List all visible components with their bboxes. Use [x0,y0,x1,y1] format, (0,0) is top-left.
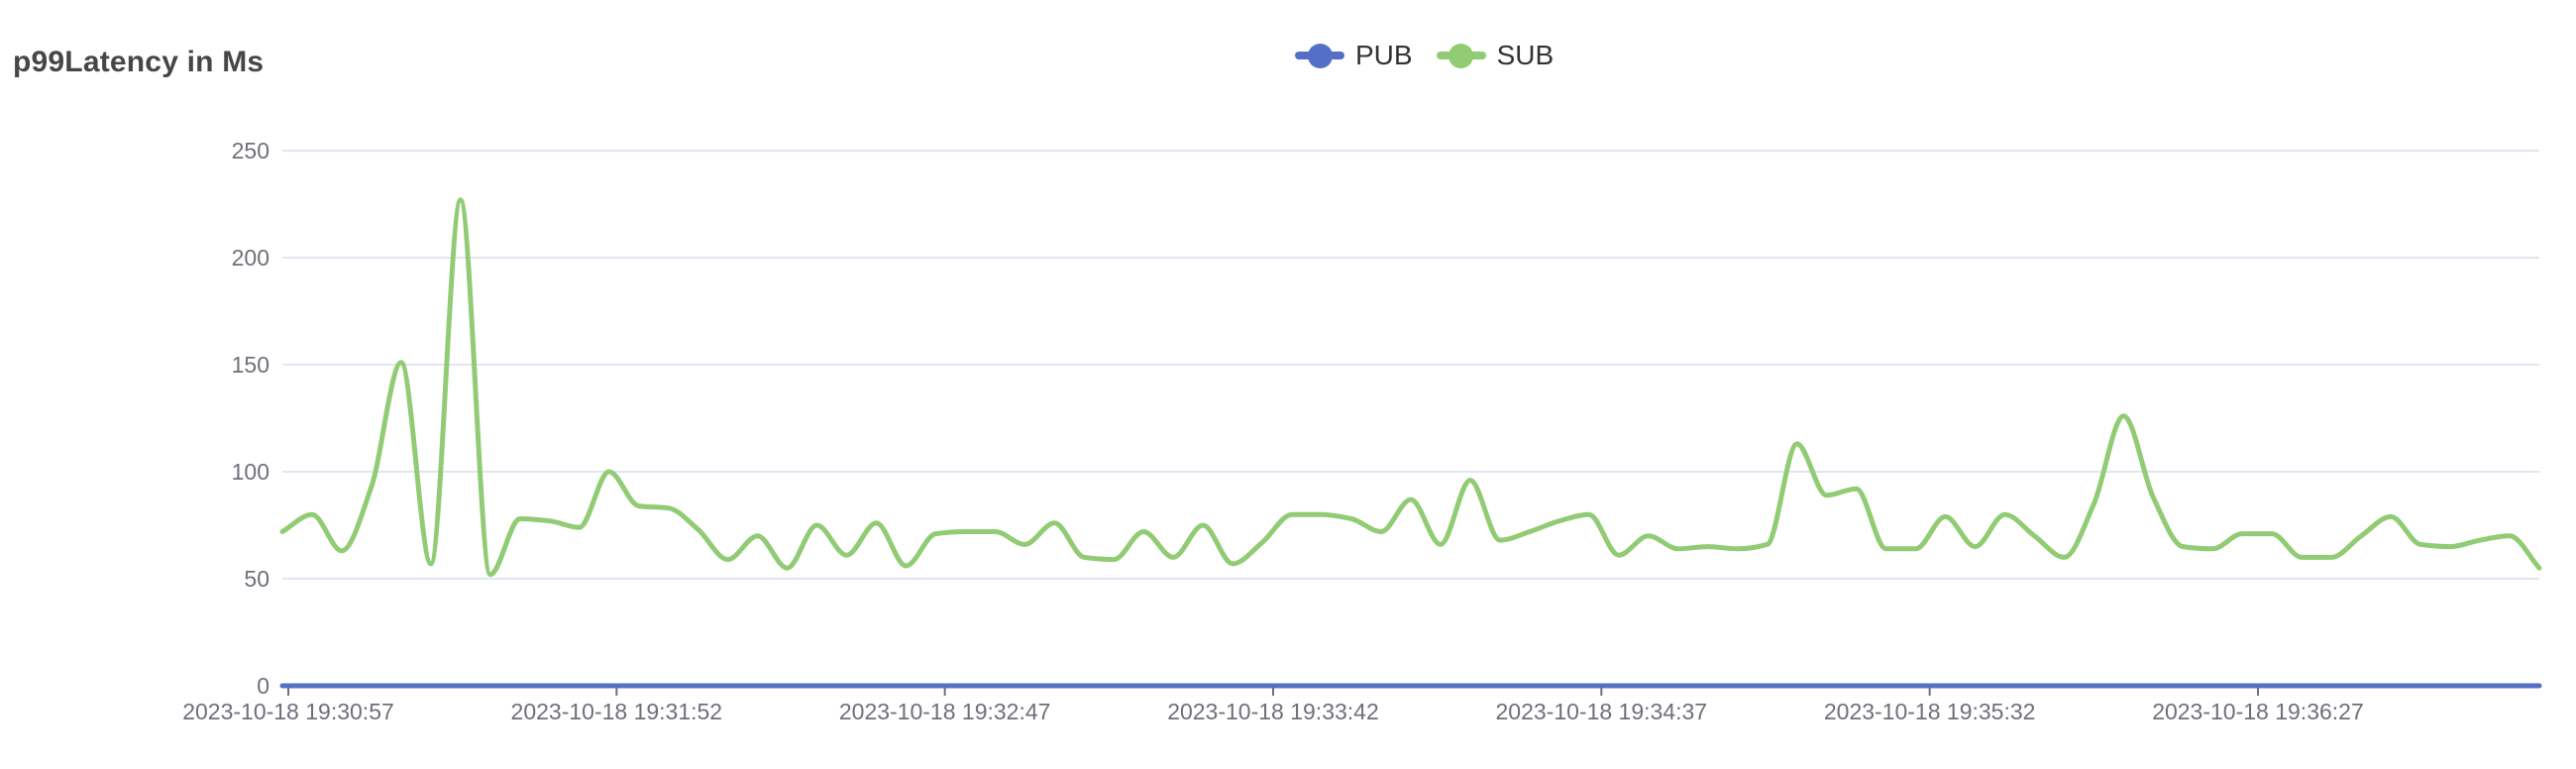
x-axis-label: 2023-10-18 19:35:32 [1824,699,2036,724]
legend-item-pub[interactable]: PUB [1295,40,1413,71]
pub-dot-icon [1307,43,1333,68]
sub-series-line [279,197,2542,578]
y-axis-label: 200 [232,245,269,271]
legend-label-sub: SUB [1496,40,1555,70]
y-gridlines [282,150,2539,580]
y-axis-labels: 0 50 100 150 200 250 [232,138,269,699]
legend-label-pub: PUB [1355,40,1413,70]
legend: PUB SUB [1295,40,1554,71]
y-axis-label: 0 [257,673,269,699]
sub-dot-icon [1449,43,1474,68]
x-axis-label: 2023-10-18 19:34:37 [1496,699,1708,724]
x-axis-label: 2023-10-18 19:30:57 [182,699,394,724]
pub-line-marker-icon [1295,43,1344,68]
legend-item-sub[interactable]: SUB [1436,40,1555,71]
chart-title: p99Latency in Ms [13,46,265,78]
y-axis-label: 250 [232,138,269,164]
y-axis-label: 50 [244,566,269,592]
y-axis-label: 100 [232,459,269,485]
sub-line-marker-icon [1436,43,1486,68]
x-axis-label: 2023-10-18 19:33:42 [1167,699,1379,724]
x-axis-label: 2023-10-18 19:32:47 [839,699,1051,724]
x-axis-labels: 2023-10-18 19:30:57 2023-10-18 19:31:52 20… [182,699,2364,724]
y-axis-label: 150 [232,352,269,378]
x-axis-label: 2023-10-18 19:36:27 [2152,699,2364,724]
x-axis-label: 2023-10-18 19:31:52 [511,699,723,724]
